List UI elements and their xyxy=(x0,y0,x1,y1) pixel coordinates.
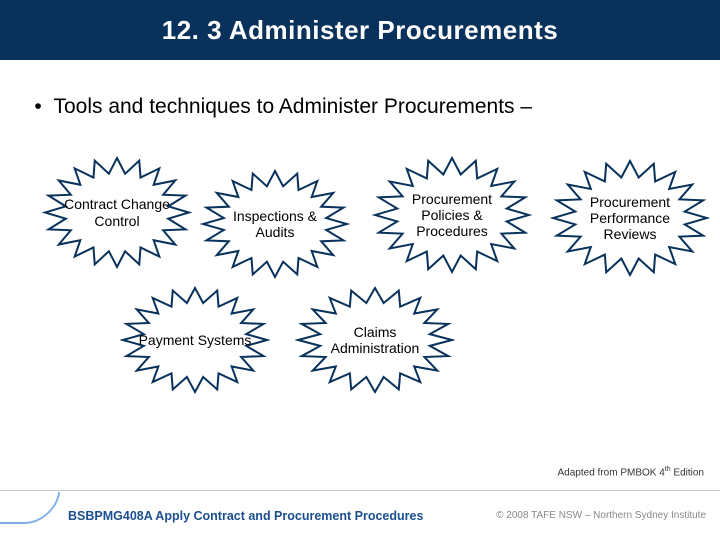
course-code: BSBPMG408A Apply Contract and Procuremen… xyxy=(68,509,423,523)
burst: Claims Administration xyxy=(295,285,455,395)
attribution-prefix: Adapted from PMBOK 4 xyxy=(558,467,665,478)
burst-label: Claims Administration xyxy=(295,285,455,395)
burst: Contract Change Control xyxy=(42,155,192,270)
footer-copyright: © 2008 TAFE NSW – Northern Sydney Instit… xyxy=(496,510,706,521)
footer-left: BSBPMG408A Apply Contract and Procuremen… xyxy=(0,496,423,536)
attribution: Adapted from PMBOK 4th Edition xyxy=(558,466,704,478)
page-title: 12. 3 Administer Procurements xyxy=(162,15,558,46)
burst-label: Procurement Policies & Procedures xyxy=(372,155,532,275)
footer: BSBPMG408A Apply Contract and Procuremen… xyxy=(0,490,720,540)
burst: Procurement Performance Reviews xyxy=(550,158,710,278)
logo xyxy=(0,496,58,536)
bullet-text: Tools and techniques to Administer Procu… xyxy=(53,95,532,118)
burst: Procurement Policies & Procedures xyxy=(372,155,532,275)
burst-label: Contract Change Control xyxy=(42,155,192,270)
burst: Payment Systems xyxy=(120,285,270,395)
bullet-line: • Tools and techniques to Administer Pro… xyxy=(28,95,532,119)
attribution-suffix: Edition xyxy=(671,467,704,478)
bullet-dot: • xyxy=(28,95,48,119)
title-bar: 12. 3 Administer Procurements xyxy=(0,0,720,60)
burst: Inspections & Audits xyxy=(200,168,350,280)
burst-label: Inspections & Audits xyxy=(200,168,350,280)
burst-label: Payment Systems xyxy=(120,285,270,395)
burst-label: Procurement Performance Reviews xyxy=(550,158,710,278)
